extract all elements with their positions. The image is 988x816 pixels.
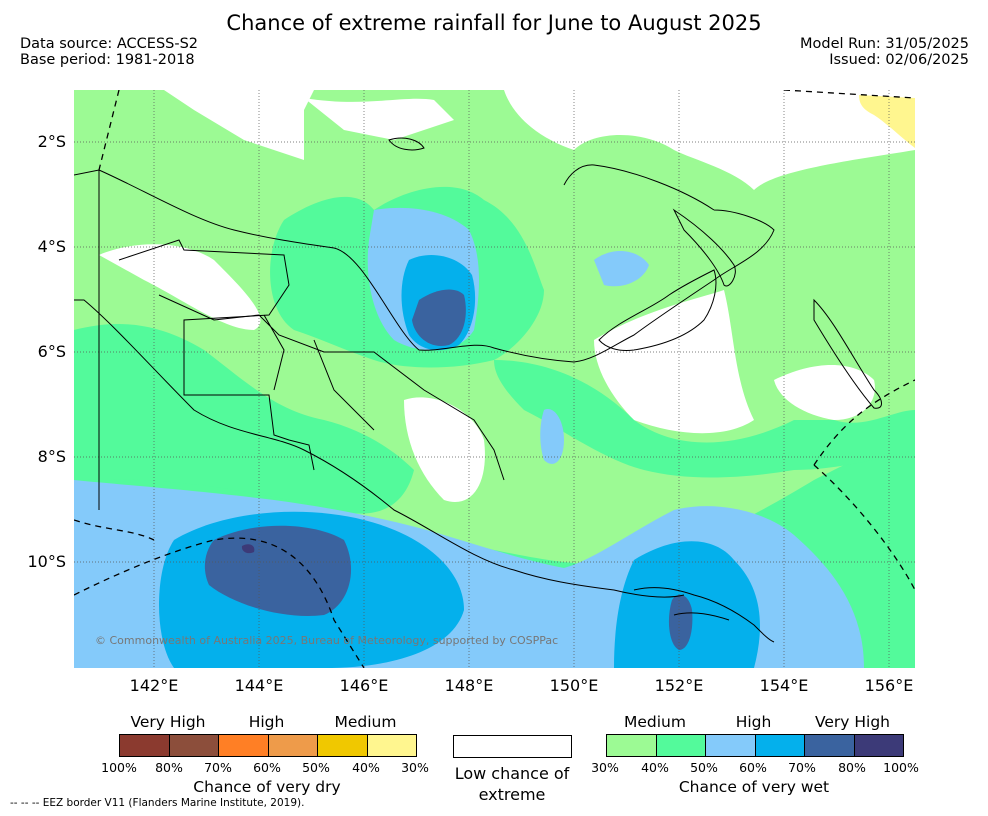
lon-label-156e: 156°E (864, 676, 914, 695)
wet-swatch-3 (706, 735, 756, 756)
issued-date: Issued: 02/06/2025 (829, 52, 969, 68)
wet-level-medium: Medium (624, 713, 686, 731)
dry-tick-100: 100% (101, 760, 137, 775)
copyright-notice: © Commonwealth of Australia 2025, Bureau… (95, 634, 559, 647)
base-period: Base period: 1981-2018 (20, 52, 195, 68)
eez-footnote: -- -- -- EEZ border V11 (Flanders Marine… (10, 797, 305, 809)
dry-tick-80: 80% (155, 760, 183, 775)
wet-level-very-high: Very High (814, 713, 891, 731)
lon-label-146e: 146°E (339, 676, 389, 695)
zone-70-80-southwest (204, 525, 352, 616)
dry-level-medium: Medium (334, 713, 397, 731)
zone-70-80-southeast (668, 594, 693, 650)
dry-tick-30: 30% (401, 760, 429, 775)
lat-label-2s: 2°S (37, 132, 66, 151)
lat-label-10s: 10°S (27, 552, 66, 571)
dry-swatch-3 (219, 735, 269, 756)
zone-70-80-north (412, 289, 466, 346)
wet-tick-40: 40% (641, 760, 669, 775)
wet-tick-80: 80% (838, 760, 866, 775)
dry-tick-40: 40% (352, 760, 380, 775)
dry-swatch-6 (367, 735, 416, 756)
dry-swatch-4 (268, 735, 318, 756)
lon-label-142e: 142°E (129, 676, 179, 695)
coastlines (74, 137, 882, 643)
province-lines (158, 294, 505, 481)
wet-swatch-2 (656, 735, 706, 756)
wet-swatch-1 (607, 735, 657, 756)
dry-swatch-5 (318, 735, 368, 756)
wet-swatch-5 (805, 735, 855, 756)
low-chance-swatch (453, 735, 572, 758)
wet-tick-30: 30% (591, 760, 619, 775)
wet-tick-60: 60% (739, 760, 767, 775)
graticule (74, 90, 915, 668)
zone-low-north (304, 98, 454, 140)
islands-south (633, 587, 775, 643)
wet-swatch-4 (755, 735, 805, 756)
model-run: Model Run: 31/05/2025 (799, 36, 969, 52)
wet-tick-70: 70% (788, 760, 816, 775)
wet-swatch-6 (854, 735, 903, 756)
zone-low-nw (164, 90, 314, 160)
lat-label-6s: 6°S (37, 342, 66, 361)
zone-low-central (404, 397, 485, 502)
dry-tick-70: 70% (204, 760, 232, 775)
new-guinea-coast (74, 164, 775, 598)
new-britain-coast (598, 269, 717, 351)
rainfall-map (74, 90, 915, 668)
wet-tick-100: 100% (883, 760, 919, 775)
lat-label-8s: 8°S (37, 447, 66, 466)
low-chance-label: Low chance of extreme (454, 764, 570, 804)
manus-island (388, 137, 425, 151)
map-title: Chance of extreme rainfall for June to A… (226, 11, 762, 35)
lon-label-150e: 150°E (549, 676, 599, 695)
zone-40-50-west (74, 324, 414, 514)
dry-tick-50: 50% (302, 760, 330, 775)
dry-swatch-1 (120, 735, 170, 756)
wet-level-high: High (735, 713, 772, 731)
west-interior-border (98, 170, 315, 510)
zone-low-far-east (774, 365, 875, 420)
lon-label-152e: 152°E (654, 676, 704, 695)
dry-tick-60: 60% (253, 760, 281, 775)
dry-level-high: High (248, 713, 285, 731)
zone-low-ne (504, 90, 915, 190)
dry-color-bar (119, 734, 417, 757)
lat-label-4s: 4°S (37, 237, 66, 256)
dry-legend-title: Chance of very dry (193, 778, 341, 796)
data-source: Data source: ACCESS-S2 (20, 36, 199, 52)
lon-label-154e: 154°E (759, 676, 809, 695)
zone-50-60-spot (540, 409, 564, 464)
new-ireland-coast (672, 208, 736, 287)
wet-color-bar (606, 734, 904, 757)
dry-level-very-high: Very High (130, 713, 206, 731)
wet-tick-50: 50% (690, 760, 718, 775)
wet-legend-title: Chance of very wet (678, 778, 830, 796)
bougainville-coast (813, 298, 882, 409)
eez-borders (74, 90, 915, 668)
lon-label-144e: 144°E (234, 676, 284, 695)
zone-low-west (99, 244, 261, 330)
zone-low-east (594, 290, 754, 434)
zone-80-100-spot (241, 544, 255, 554)
zone-50-60-ne-spot (594, 250, 649, 287)
lon-label-148e: 148°E (444, 676, 494, 695)
dry-swatch-2 (169, 735, 219, 756)
zone-dry-30-40 (859, 95, 915, 148)
zone-40-50-east (494, 360, 915, 478)
